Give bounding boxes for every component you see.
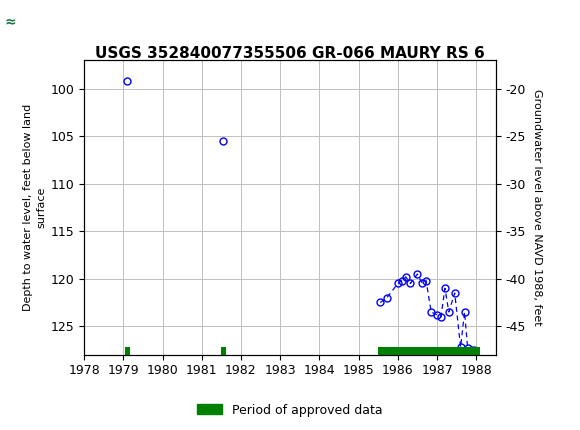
Legend: Period of approved data: Period of approved data: [192, 399, 388, 421]
Bar: [378, 347, 480, 355]
Y-axis label: Depth to water level, feet below land
surface: Depth to water level, feet below land su…: [23, 104, 46, 311]
Bar: [221, 347, 226, 355]
Text: USGS: USGS: [4, 15, 51, 30]
Y-axis label: Groundwater level above NAVD 1988, feet: Groundwater level above NAVD 1988, feet: [531, 89, 542, 326]
Text: ≈: ≈: [5, 15, 16, 29]
Text: USGS 352840077355506 GR-066 MAURY RS 6: USGS 352840077355506 GR-066 MAURY RS 6: [95, 46, 485, 61]
Bar: [3, 4, 52, 41]
FancyBboxPatch shape: [3, 3, 55, 42]
Bar: [125, 347, 129, 355]
Text: █: █: [2, 13, 16, 32]
Text: USGS: USGS: [22, 15, 64, 30]
